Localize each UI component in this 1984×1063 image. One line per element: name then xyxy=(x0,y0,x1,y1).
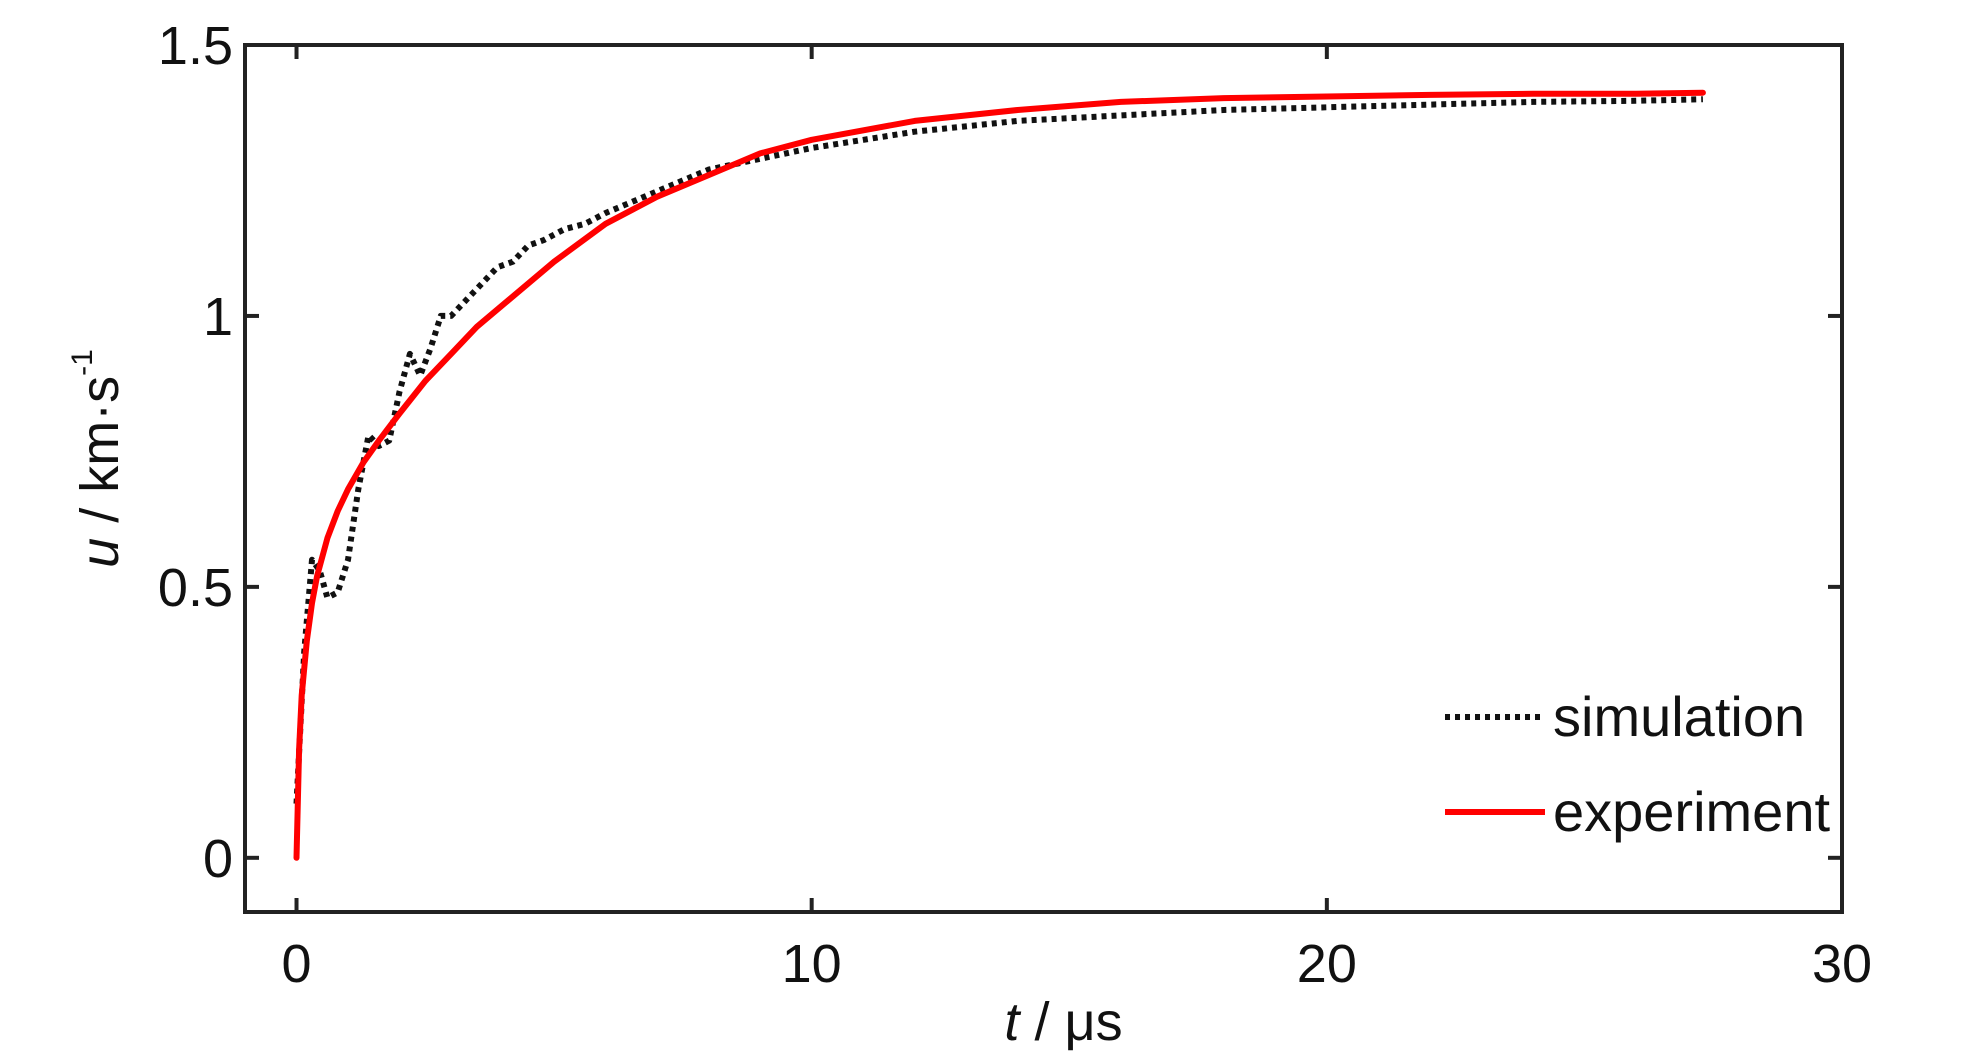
x-tick-label: 0 xyxy=(281,934,311,994)
y-tick-label: 1.5 xyxy=(158,16,233,76)
y-tick-label: 0 xyxy=(203,829,233,889)
legend-label-experiment: experiment xyxy=(1553,780,1830,843)
series-layer xyxy=(293,89,1706,861)
x-axis-unit: μs xyxy=(1064,992,1122,1052)
x-tick-label: 10 xyxy=(782,934,842,994)
legend: simulation experiment xyxy=(1445,685,1830,843)
series-line-simulation xyxy=(293,96,1703,804)
y-tick-label: 0.5 xyxy=(158,558,233,618)
x-tick-label: 20 xyxy=(1297,934,1357,994)
x-axis-sep: / xyxy=(1019,992,1064,1052)
y-axis-unit-superscript: -1 xyxy=(66,349,99,376)
legend-label-simulation: simulation xyxy=(1553,685,1805,748)
ticks-layer: 0 10 20 30 0 0.5 1 1.5 xyxy=(158,16,1872,994)
x-tick-label: 30 xyxy=(1812,934,1872,994)
series-line-experiment xyxy=(293,89,1706,861)
y-axis-var: u xyxy=(70,538,130,568)
x-axis-label: t / μs xyxy=(1004,992,1122,1052)
y-axis-label: u / km·s-1 xyxy=(66,349,130,568)
y-axis-sep: / xyxy=(70,493,130,538)
y-axis-unit: km·s xyxy=(70,376,130,493)
x-axis-var: t xyxy=(1004,992,1021,1052)
y-tick-label: 1 xyxy=(203,287,233,347)
plot-frame xyxy=(243,43,1844,914)
